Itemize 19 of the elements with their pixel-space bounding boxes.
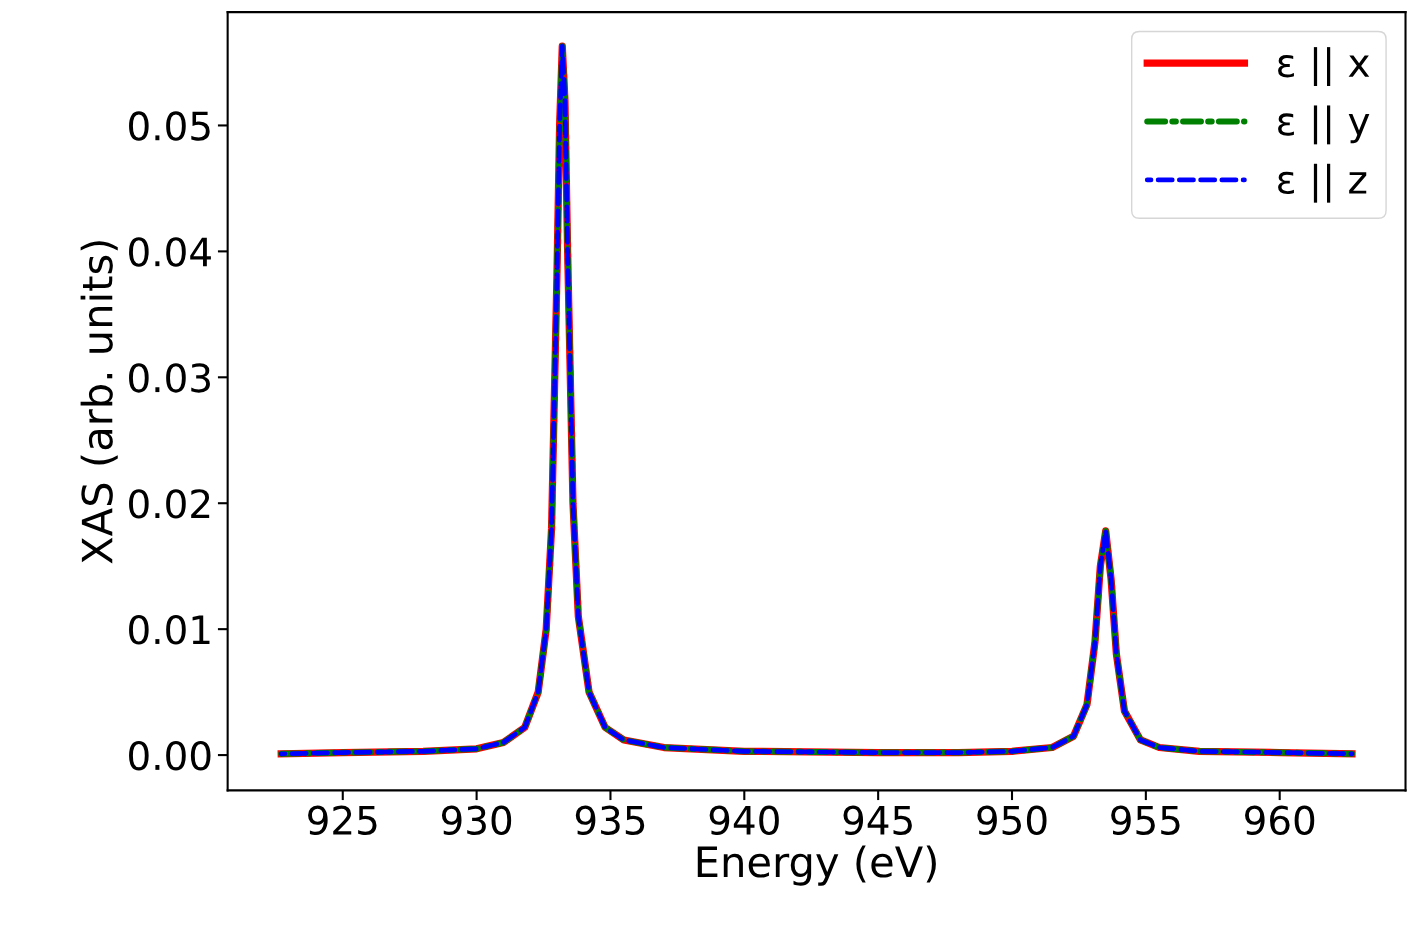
x-axis-title: Energy (eV) bbox=[697, 845, 936, 886]
y-tick-label: 0.05 bbox=[129, 111, 210, 141]
y-tick-label: 0.00 bbox=[129, 740, 211, 771]
x-tick-label: 940 bbox=[709, 805, 779, 836]
x-tick-label: 955 bbox=[1111, 805, 1180, 836]
y-tick-label: 0.02 bbox=[129, 489, 210, 519]
y-axis-title: XAS (arb. units) bbox=[80, 241, 118, 564]
x-tick-label: 950 bbox=[977, 805, 1047, 836]
x-tick-label: 945 bbox=[843, 805, 912, 836]
legend-label: ε || x bbox=[1278, 47, 1370, 86]
legend-label: ε || z bbox=[1278, 163, 1367, 203]
y-tick-label: 0.04 bbox=[129, 237, 211, 267]
y-tick-label: 0.03 bbox=[129, 363, 210, 393]
x-tick-label: 935 bbox=[575, 805, 645, 836]
y-tick-label: 0.01 bbox=[129, 615, 210, 645]
x-tick-label: 960 bbox=[1245, 805, 1315, 836]
x-tick-label: 925 bbox=[308, 805, 377, 836]
legend-label: ε || y bbox=[1278, 105, 1370, 145]
x-tick-label: 930 bbox=[441, 805, 512, 836]
